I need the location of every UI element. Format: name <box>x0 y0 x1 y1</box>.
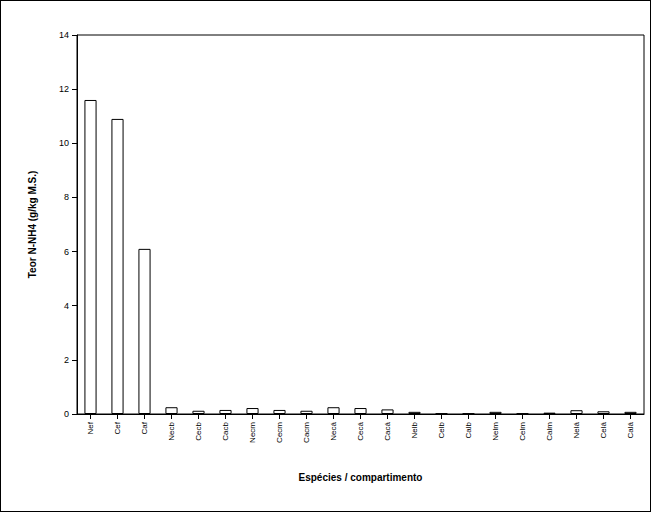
svg-text:Cecá: Cecá <box>356 421 365 440</box>
svg-text:10: 10 <box>59 138 69 148</box>
svg-text:Nelá: Nelá <box>572 421 581 438</box>
svg-text:6: 6 <box>64 247 69 257</box>
svg-text:Nelm: Nelm <box>491 422 500 441</box>
svg-text:4: 4 <box>64 301 69 311</box>
svg-text:Espécies / compartimento: Espécies / compartimento <box>299 472 423 483</box>
svg-text:Cacm: Cacm <box>302 422 311 443</box>
svg-text:Cef: Cef <box>113 421 122 434</box>
svg-text:Caf: Caf <box>140 421 149 434</box>
svg-text:2: 2 <box>64 355 69 365</box>
svg-text:Cacá: Cacá <box>383 421 392 440</box>
svg-text:Necm: Necm <box>248 422 257 443</box>
svg-text:Cecb: Cecb <box>194 421 203 440</box>
svg-text:Calb: Calb <box>464 421 473 438</box>
svg-text:12: 12 <box>59 84 69 94</box>
svg-text:Celá: Celá <box>599 421 608 438</box>
svg-text:Calm: Calm <box>545 422 554 441</box>
svg-text:Necá: Necá <box>329 421 338 440</box>
svg-text:0: 0 <box>64 409 69 419</box>
svg-text:Teor N-NH4 (g/kg M.S.): Teor N-NH4 (g/kg M.S.) <box>27 171 38 279</box>
svg-text:Necb: Necb <box>167 421 176 440</box>
svg-text:Nef: Nef <box>86 421 95 434</box>
svg-text:Calá: Calá <box>626 421 635 438</box>
svg-text:14: 14 <box>59 30 69 40</box>
svg-text:8: 8 <box>64 192 69 202</box>
svg-text:Cecm: Cecm <box>275 422 284 443</box>
svg-text:Nelb: Nelb <box>410 421 419 438</box>
svg-text:Celm: Celm <box>518 422 527 441</box>
svg-text:Cacb: Cacb <box>221 421 230 440</box>
svg-text:Celb: Celb <box>437 421 446 438</box>
